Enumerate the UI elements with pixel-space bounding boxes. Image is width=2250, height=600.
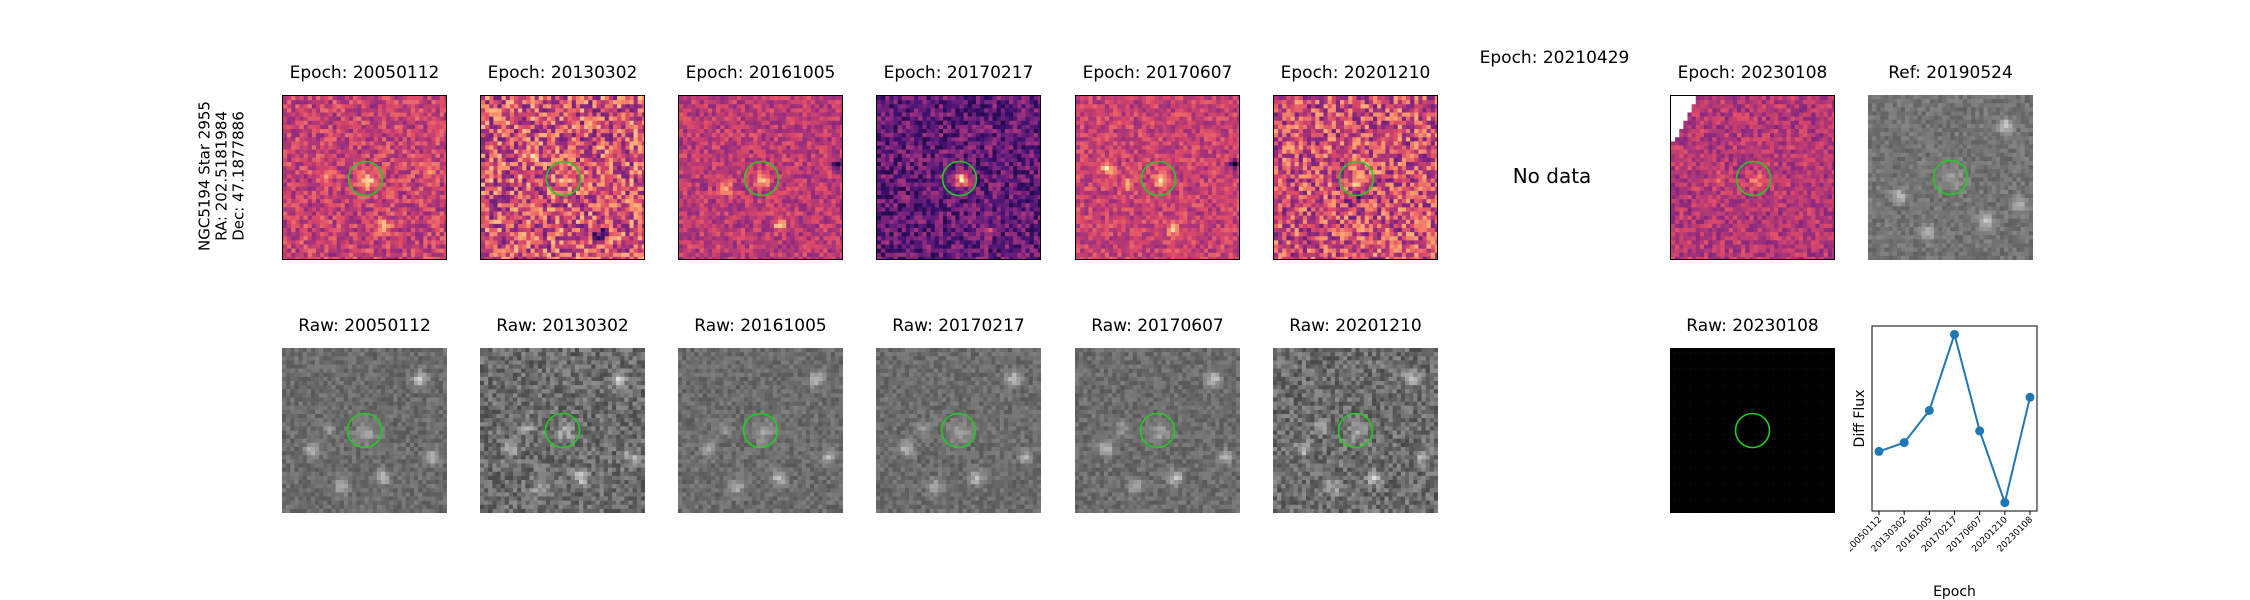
data-point (1975, 426, 1985, 436)
diff-panel-title: Epoch: 20210429 (1480, 48, 1630, 68)
aperture-circle (940, 412, 977, 449)
difference-image (678, 95, 843, 260)
chart-axes-frame (1871, 325, 2038, 512)
aperture-circle (1337, 412, 1374, 449)
aperture-circle (742, 412, 779, 449)
difference-image (282, 95, 447, 260)
aperture-circle (1139, 412, 1176, 449)
raw-panel-title: Raw: 20050112 (298, 316, 431, 336)
raw-panel-title: Raw: 20170217 (892, 316, 1025, 336)
star-dec: Dec: 47.1877886 (230, 101, 248, 251)
difference-image (1273, 95, 1438, 260)
difference-image (1075, 95, 1240, 260)
aperture-circle (545, 160, 582, 197)
aperture-circle (1734, 412, 1771, 449)
aperture-circle (544, 412, 581, 449)
difference-image (480, 95, 645, 260)
light-curve-chart: 2005011220130302201610052017021720170607… (1850, 325, 2038, 600)
diff-flux-line (1878, 330, 2031, 507)
raw-panel-title: Raw: 20170607 (1091, 316, 1224, 336)
diff-panel-title: Epoch: 20201210 (1281, 63, 1431, 83)
aperture-circle (1735, 160, 1772, 197)
x-axis-label: Epoch (1933, 584, 1976, 600)
diff-panel-title: Epoch: 20170217 (884, 63, 1034, 83)
difference-image (1670, 95, 1835, 260)
data-point (1924, 405, 1934, 415)
raw-image (1670, 348, 1835, 513)
diff-panel-title: Epoch: 20230108 (1678, 63, 1828, 83)
raw-image (480, 348, 645, 513)
raw-image (678, 348, 843, 513)
diff-panel-title: Epoch: 20130302 (488, 63, 638, 83)
raw-panel-title: Raw: 20230108 (1686, 316, 1819, 336)
diff-panel-title: Epoch: 20050112 (290, 63, 440, 83)
aperture-circle (743, 160, 780, 197)
data-point (2000, 498, 2010, 508)
data-point (2025, 392, 2035, 402)
star-name: NGC5194 Star 2955 (196, 101, 214, 251)
aperture-circle (941, 160, 978, 197)
reference-panel-title: Ref: 20190524 (1888, 63, 2013, 83)
raw-panel-title: Raw: 20201210 (1289, 316, 1422, 336)
reference-image (1868, 95, 2033, 260)
raw-image (876, 348, 1041, 513)
aperture-circle (1140, 160, 1177, 197)
aperture-circle (1932, 159, 1969, 196)
data-point (1950, 329, 1959, 339)
raw-image (1075, 348, 1240, 513)
diff-panel-title: Epoch: 20170607 (1083, 63, 1233, 83)
aperture-circle (347, 160, 384, 197)
diff-panel-title: Epoch: 20161005 (686, 63, 836, 83)
no-data-message: No data (1513, 164, 1592, 188)
star-info-label: NGC5194 Star 2955 RA: 202.5181984 Dec: 4… (196, 101, 248, 251)
star-ra: RA: 202.5181984 (213, 101, 231, 251)
aperture-circle (346, 412, 383, 449)
y-axis-label: Diff Flux (1852, 390, 1868, 448)
aperture-circle (1338, 160, 1375, 197)
raw-image (1273, 348, 1438, 513)
difference-image (876, 95, 1041, 260)
data-point (1899, 438, 1909, 448)
raw-image (282, 348, 447, 513)
data-point (1874, 446, 1884, 456)
raw-panel-title: Raw: 20161005 (694, 316, 827, 336)
raw-panel-title: Raw: 20130302 (496, 316, 629, 336)
